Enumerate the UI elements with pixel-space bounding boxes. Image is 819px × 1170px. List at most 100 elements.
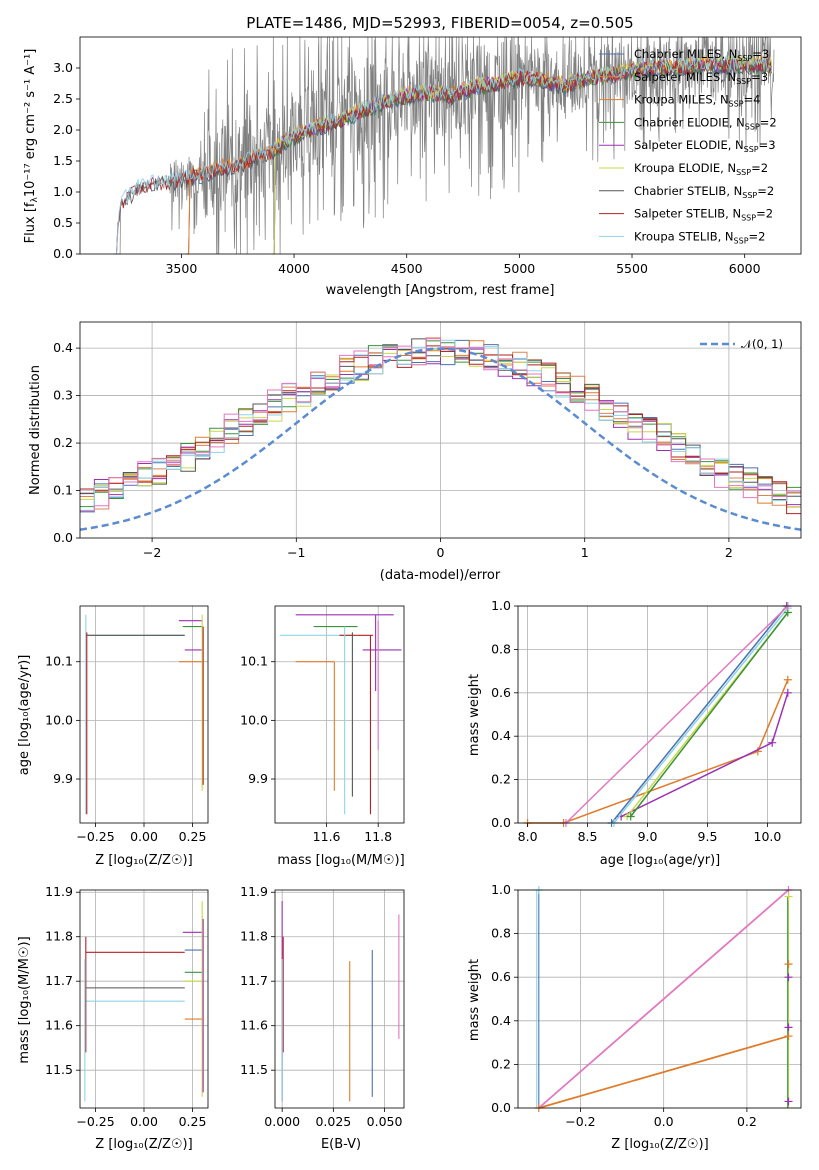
weight-age-point bbox=[783, 675, 792, 684]
age-vs-mass-panel: 11.6 11.8 9.9 10.0 10.1 bbox=[240, 605, 405, 844]
panel-x-tick-label: 0.25 bbox=[179, 829, 207, 844]
weight-age-point bbox=[768, 738, 777, 747]
ebv-label: E(B-V) bbox=[321, 1137, 361, 1152]
panel-x-tick-label: −0.25 bbox=[76, 829, 114, 844]
legend-text: =2 bbox=[760, 115, 777, 129]
panel-frame bbox=[517, 605, 802, 824]
panel-x-tick-label: −0.2 bbox=[565, 1114, 595, 1129]
panel-y-tick-label: 0.6 bbox=[491, 969, 511, 984]
normal-curve bbox=[79, 347, 802, 531]
panel-y-tick-label: 0.2 bbox=[491, 1056, 511, 1071]
panel-x-tick-label: 0.25 bbox=[179, 1114, 207, 1129]
histogram-x-ticks: −2 −1 0 1 2 bbox=[143, 538, 733, 560]
panel-frame bbox=[274, 889, 405, 1109]
weight-vs-age-panel: 8.0 8.5 9.0 9.5 10.0 0.0 0.2 0.4 0.6 0.8 1.0 bbox=[491, 598, 802, 844]
weight-y-label-bottom: mass weight bbox=[467, 959, 482, 1041]
panel-x-tick-label: 0.000 bbox=[264, 1114, 300, 1129]
histogram-y-tick-label: 0.3 bbox=[53, 388, 73, 403]
legend-text: =2 bbox=[757, 184, 774, 198]
legend-text: =4 bbox=[744, 93, 761, 107]
mass-label-age-panel: mass [log₁₀(M/M☉)] bbox=[277, 853, 404, 868]
spectrum-model-line-6 bbox=[113, 59, 772, 255]
spectrum-x-ticks: 3500 4000 4500 5000 5500 6000 bbox=[165, 254, 761, 276]
spectrum-legend-label: Kroupa MILES, NSSP=4 bbox=[634, 93, 760, 109]
legend-sub: SSP bbox=[745, 122, 760, 131]
legend-text: =2 bbox=[749, 229, 766, 243]
histogram-x-tick-label: −1 bbox=[287, 545, 305, 560]
weight-age-line bbox=[565, 605, 789, 824]
weight-age-point bbox=[783, 688, 792, 697]
spectrum-panel: 3500 4000 4500 5000 5500 6000 0.0 0.5 1.0 1.5 2.0… bbox=[23, 35, 802, 298]
panel-frame bbox=[274, 605, 405, 824]
weight-age-line bbox=[613, 607, 789, 824]
histogram-y-tick-label: 0.1 bbox=[53, 483, 73, 498]
legend-text: =2 bbox=[756, 207, 773, 221]
normal-legend-label: 𝒩(0, 1) bbox=[741, 337, 783, 351]
spectrum-legend-label: Salpeter STELIB, NSSP=2 bbox=[634, 207, 773, 223]
weight-vs-z-panel: −0.2 0.0 0.2 0.0 0.2 0.4 0.6 0.8 1.0 bbox=[491, 882, 802, 1129]
panel-x-tick-label: 0.050 bbox=[367, 1114, 403, 1129]
legend-text: Salpeter STELIB, N bbox=[634, 207, 741, 221]
histogram-x-label: (data-model)/error bbox=[380, 568, 501, 583]
spectrum-model-lines bbox=[113, 54, 773, 255]
panel-x-tick-label: 0.00 bbox=[130, 829, 158, 844]
legend-text: Salpeter ELODIE, N bbox=[634, 138, 744, 152]
spectrum-y-tick-label: 1.5 bbox=[53, 153, 73, 168]
mass-vs-z-panel: −0.25 0.00 0.25 11.5 11.6 11.7 11.8 11.9 bbox=[45, 884, 209, 1129]
panel-y-tick-label: 10.0 bbox=[240, 712, 268, 727]
spectrum-y-tick-label: 0.0 bbox=[53, 246, 73, 261]
panel-y-tick-label: 11.6 bbox=[240, 1018, 268, 1033]
histogram-y-tick-label: 0.2 bbox=[53, 435, 73, 450]
panel-y-tick-label: 10.0 bbox=[45, 712, 73, 727]
z-label-mass-panel: Z [log₁₀(Z/Z☉)] bbox=[95, 1137, 192, 1152]
panel-x-tick-label: 0.00 bbox=[130, 1114, 158, 1129]
legend-sub: SSP bbox=[737, 54, 752, 63]
panel-x-tick-label: 11.8 bbox=[364, 829, 392, 844]
spectrum-model-line-7 bbox=[113, 56, 772, 255]
spectrum-axes-frame bbox=[79, 36, 802, 255]
panel-y-tick-label: 0.8 bbox=[491, 641, 511, 656]
panel-x-tick-label: 0.0 bbox=[654, 1114, 674, 1129]
panel-y-tick-label: 0.4 bbox=[491, 1013, 511, 1028]
panel-x-tick-label: 8.5 bbox=[578, 829, 598, 844]
legend-text: Kroupa MILES, N bbox=[634, 93, 729, 107]
spectrum-x-label: wavelength [Angstrom, rest frame] bbox=[326, 283, 555, 298]
panel-y-tick-label: 10.1 bbox=[45, 654, 73, 669]
spectrum-y-tick-label: 3.0 bbox=[53, 60, 73, 75]
spectrum-y-label: Flux [fλ10⁻¹⁷ erg cm⁻² s⁻¹ A⁻¹] bbox=[23, 49, 40, 244]
age-label-weight-panel: age [log₁₀(age/yr)] bbox=[600, 853, 721, 868]
histogram-y-tick-label: 0.0 bbox=[53, 530, 73, 545]
weight-y-label-top: mass weight bbox=[467, 674, 482, 756]
spectrum-x-tick-label: 4000 bbox=[278, 261, 310, 276]
spectrum-legend-label: Salpeter ELODIE, NSSP=3 bbox=[634, 138, 776, 154]
legend-text: Salpeter MILES, N bbox=[634, 70, 736, 84]
panel-y-tick-label: 0.0 bbox=[491, 815, 511, 830]
panel-x-tick-label: 0.2 bbox=[737, 1114, 757, 1129]
spectrum-x-tick-label: 5500 bbox=[616, 261, 648, 276]
legend-text: =3 bbox=[752, 47, 769, 61]
legend-text: Chabrier STELIB, N bbox=[634, 184, 742, 198]
panel-y-tick-label: 0.2 bbox=[491, 772, 511, 787]
panel-x-tick-label: 11.6 bbox=[313, 829, 341, 844]
spectrum-legend-label: Chabrier MILES, NSSP=3 bbox=[634, 47, 769, 63]
legend-sub: SSP bbox=[729, 100, 744, 109]
mass-vs-ebv-panel: 0.000 0.025 0.050 11.5 11.6 11.7 11.8 11.9 bbox=[240, 884, 405, 1129]
weight-z-point bbox=[784, 973, 793, 982]
weight-z-point bbox=[784, 960, 793, 969]
panel-y-tick-label: 11.8 bbox=[240, 929, 268, 944]
panel-y-tick-label: 11.5 bbox=[45, 1062, 73, 1077]
legend-text: =3 bbox=[751, 70, 768, 84]
spectrum-model-line-8 bbox=[113, 54, 772, 255]
panel-y-tick-label: 11.9 bbox=[240, 884, 268, 899]
legend-sub: SSP bbox=[742, 191, 757, 200]
legend-text: Chabrier MILES, N bbox=[634, 47, 737, 61]
mass-y-label: mass [log₁₀(M/M☉)] bbox=[17, 936, 32, 1063]
weight-z-line bbox=[538, 889, 790, 1109]
panel-y-tick-label: 0.8 bbox=[491, 926, 511, 941]
weight-z-line bbox=[538, 1035, 789, 1109]
histogram-steps bbox=[80, 337, 801, 515]
histogram-step-9 bbox=[80, 338, 801, 512]
figure-title: PLATE=1486, MJD=52993, FIBERID=0054, z=0… bbox=[246, 14, 633, 32]
spectrum-x-tick-label: 4500 bbox=[391, 261, 423, 276]
